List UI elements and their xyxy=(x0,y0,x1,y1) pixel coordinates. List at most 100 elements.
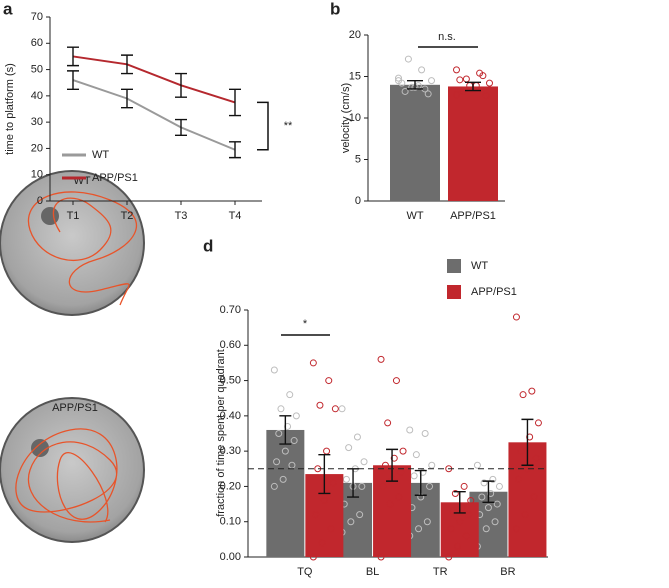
error-bar xyxy=(386,448,399,482)
data-point xyxy=(353,433,361,441)
data-point xyxy=(401,87,409,95)
bar xyxy=(448,86,498,201)
data-point xyxy=(445,553,453,561)
data-point xyxy=(495,482,503,490)
data-point xyxy=(292,412,300,420)
data-point xyxy=(493,500,501,508)
platform xyxy=(41,207,59,225)
swim-path xyxy=(27,191,137,306)
data-point xyxy=(458,504,466,512)
data-point xyxy=(410,472,418,480)
y-tick-label: 0.40 xyxy=(220,410,241,422)
data-point xyxy=(320,497,328,505)
data-point xyxy=(273,458,281,466)
image-label: APP/PS1 xyxy=(52,402,98,414)
data-point xyxy=(447,525,455,533)
error-bar xyxy=(407,79,423,90)
data-point xyxy=(329,479,337,487)
error-bar xyxy=(465,81,481,92)
data-point xyxy=(528,387,536,395)
data-point xyxy=(279,475,287,483)
panel-label: b xyxy=(330,0,340,18)
data-point xyxy=(312,511,320,519)
data-point xyxy=(512,313,520,321)
data-point xyxy=(338,405,346,413)
error-bar xyxy=(229,141,241,159)
error-bar xyxy=(175,118,187,136)
legend-label: APP/PS1 xyxy=(471,286,517,298)
y-tick-label: 10 xyxy=(31,169,43,181)
data-point xyxy=(460,482,468,490)
line xyxy=(72,79,236,151)
error-bar xyxy=(121,54,133,75)
data-point xyxy=(286,391,294,399)
bar xyxy=(390,84,440,201)
data-point xyxy=(412,451,420,459)
x-tick-label: WT xyxy=(406,210,423,222)
data-point xyxy=(517,447,525,455)
data-point xyxy=(489,475,497,483)
data-point xyxy=(487,489,495,497)
data-point xyxy=(424,90,432,98)
x-tick-label: TR xyxy=(433,566,448,578)
data-point xyxy=(281,447,289,455)
y-axis-label: time to platform (s) xyxy=(4,63,16,155)
legend-label: WT xyxy=(471,260,488,272)
annotation: * xyxy=(303,318,308,330)
data-point xyxy=(454,542,462,550)
data-point xyxy=(419,468,427,476)
data-point xyxy=(421,430,429,437)
data-point xyxy=(397,468,405,476)
swim-path xyxy=(15,428,118,523)
data-point xyxy=(377,355,385,363)
y-tick-label: 10 xyxy=(349,112,361,124)
data-point xyxy=(395,493,403,501)
error-bar xyxy=(482,480,495,504)
data-point xyxy=(288,461,296,469)
data-point xyxy=(309,359,317,367)
error-bar xyxy=(229,88,241,117)
data-point xyxy=(451,489,459,497)
data-point xyxy=(309,553,317,561)
x-tick-label: APP/PS1 xyxy=(450,210,496,222)
data-point xyxy=(428,461,436,469)
data-point xyxy=(323,447,331,455)
error-bar xyxy=(67,70,79,90)
data-point xyxy=(512,525,520,533)
y-tick-label: 20 xyxy=(31,142,43,154)
y-tick-label: 15 xyxy=(349,70,361,82)
y-tick-label: 40 xyxy=(31,90,43,102)
data-point xyxy=(399,447,407,455)
data-point xyxy=(479,72,487,80)
data-point xyxy=(327,525,335,533)
data-point xyxy=(331,405,339,413)
data-point xyxy=(459,87,467,95)
annotation: n.s. xyxy=(438,31,456,43)
y-tick-label: 0.30 xyxy=(220,445,241,457)
data-point xyxy=(404,55,412,63)
panel-label: d xyxy=(203,236,213,255)
error-bar xyxy=(318,453,331,495)
x-tick-label: BR xyxy=(500,566,515,578)
data-point xyxy=(290,437,298,445)
significance-bracket xyxy=(257,101,269,151)
data-point xyxy=(486,79,493,87)
x-tick-label: BL xyxy=(366,566,379,578)
x-tick-label: T1 xyxy=(67,210,80,222)
data-point xyxy=(480,479,488,487)
y-tick-label: 50 xyxy=(31,63,43,75)
data-point xyxy=(428,77,435,85)
data-point xyxy=(532,454,540,462)
y-tick-label: 0.00 xyxy=(220,551,241,563)
data-point xyxy=(270,366,278,374)
data-point xyxy=(426,482,434,490)
data-point xyxy=(356,511,364,519)
x-tick-label: T4 xyxy=(229,210,242,222)
data-point xyxy=(342,475,350,483)
data-point xyxy=(345,444,353,452)
y-tick-label: 0 xyxy=(355,195,361,207)
data-point xyxy=(449,507,457,515)
data-point xyxy=(377,553,385,561)
y-tick-label: 0.70 xyxy=(220,304,241,316)
